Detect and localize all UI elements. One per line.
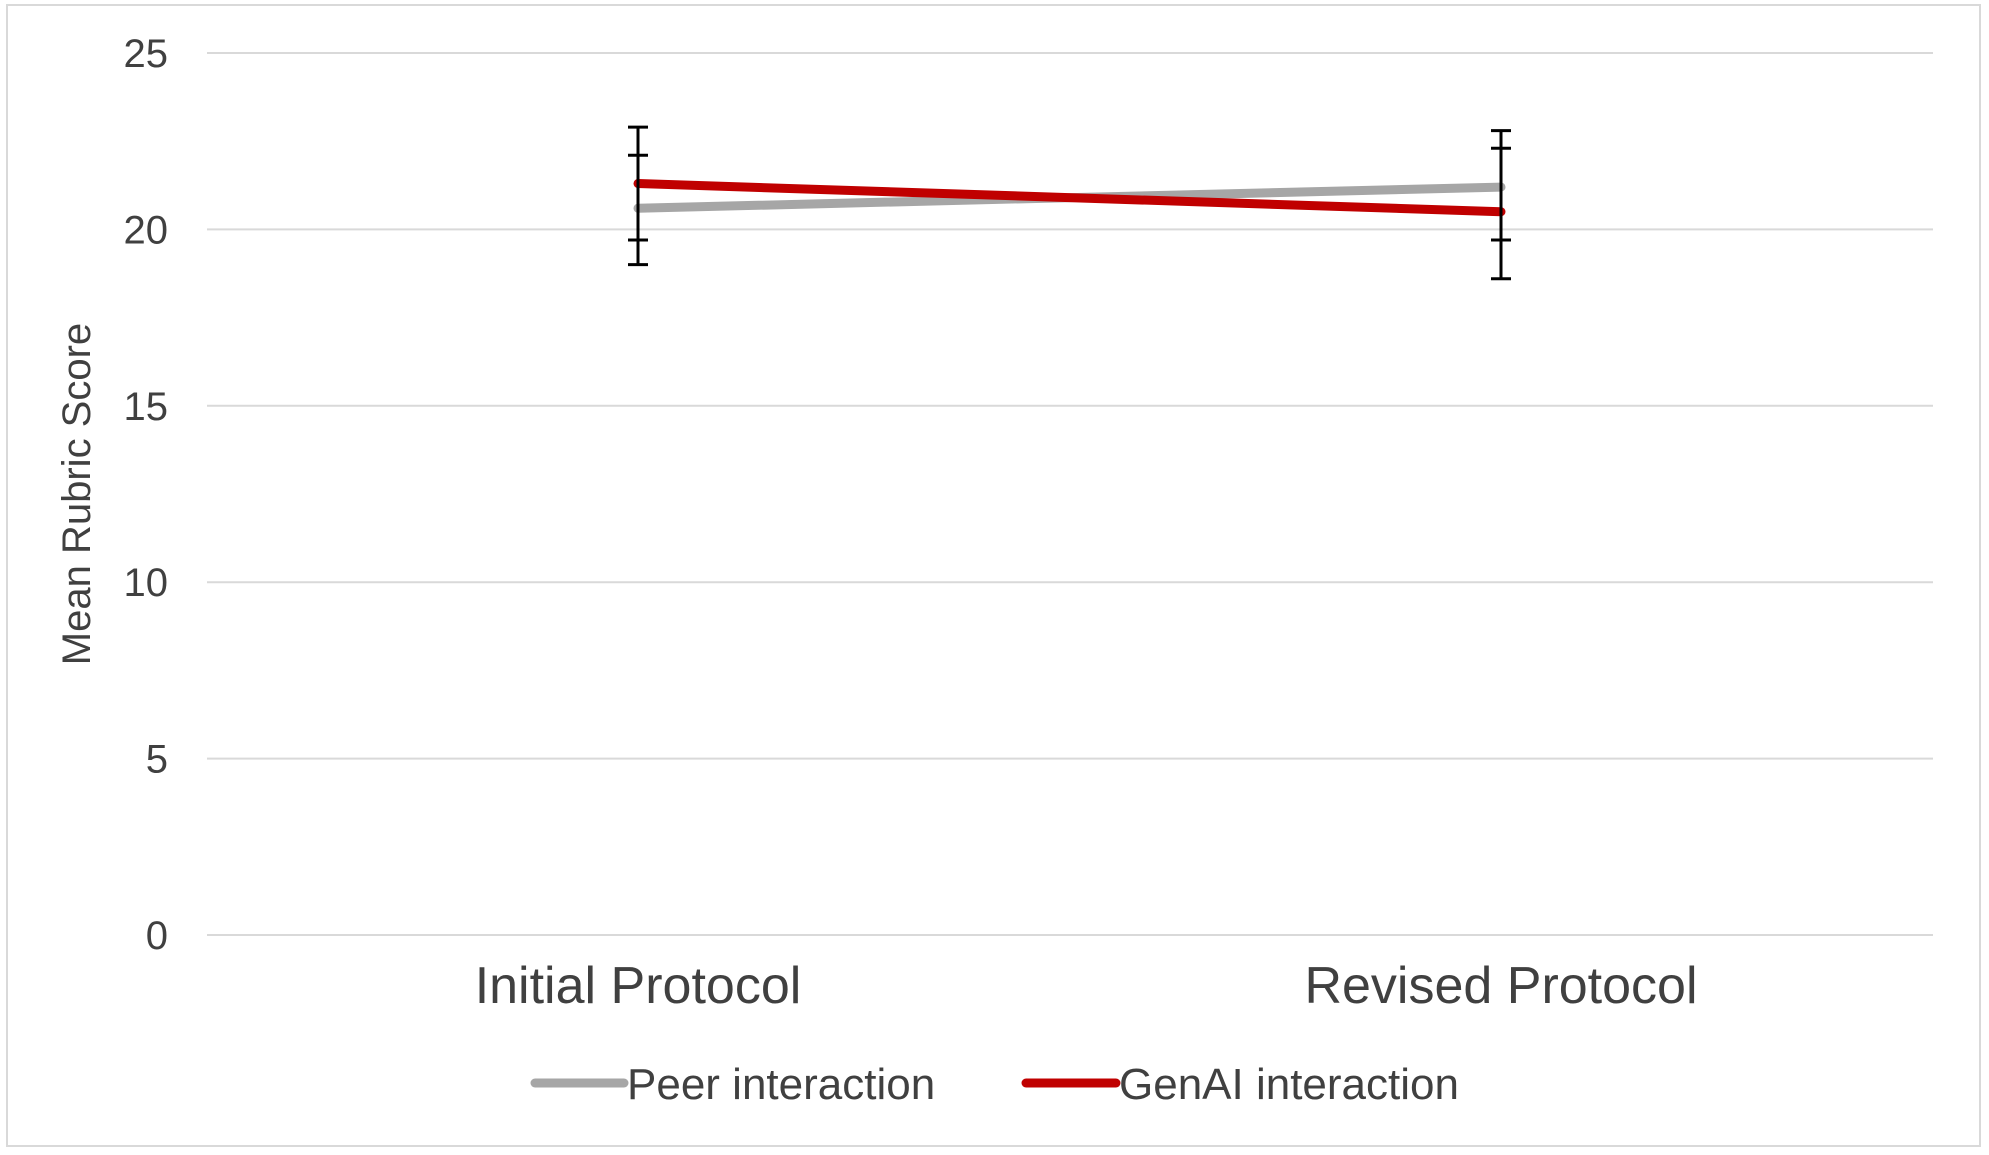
y-tick-label: 15: [124, 385, 169, 429]
series-lines: [633, 179, 1506, 217]
legend-label: GenAI interaction: [1119, 1060, 1459, 1109]
legend: Peer interaction GenAI interaction: [530, 1060, 1459, 1109]
y-tick-label: 0: [146, 914, 168, 958]
y-axis-ticks: 0 5 10 15 20 25: [124, 32, 169, 958]
x-axis-ticks: Initial Protocol Revised Protocol: [475, 957, 1698, 1015]
legend-label: Peer interaction: [627, 1060, 935, 1109]
legend-item-peer: Peer interaction: [530, 1060, 935, 1109]
gridlines: [207, 52, 1933, 936]
chart-frame: 0 5 10 15 20 25 Initial Protocol Revised Proto…: [6, 4, 1981, 1147]
line-chart: 0 5 10 15 20 25 Initial Protocol Revised Proto…: [55, 32, 1933, 1109]
y-tick-label: 10: [124, 561, 169, 605]
y-tick-label: 20: [124, 208, 169, 252]
x-tick-label: Revised Protocol: [1304, 957, 1697, 1015]
y-tick-label: 25: [124, 32, 169, 76]
y-axis-title: Mean Rubric Score: [55, 323, 99, 665]
y-tick-label: 5: [146, 738, 168, 782]
error-bars: [628, 125, 1511, 281]
legend-item-genai: GenAI interaction: [1021, 1060, 1459, 1109]
series-line-genai: [633, 179, 1506, 217]
error-bar-genai: [628, 125, 648, 267]
x-tick-label: Initial Protocol: [475, 957, 802, 1015]
error-bar-genai: [1491, 129, 1511, 281]
